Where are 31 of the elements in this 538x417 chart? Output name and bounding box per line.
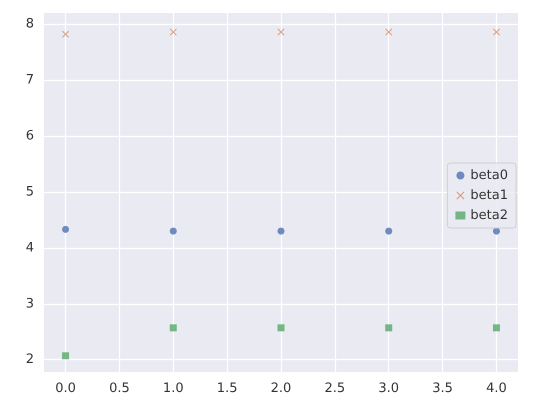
y-tick-label: 6 [26,128,34,144]
x-tick-label: 1.0 [162,381,184,396]
point [492,324,500,332]
point [278,28,284,36]
point [385,324,392,332]
x-tick-label: 4.0 [486,381,507,396]
y-tick-label: 3 [26,296,34,312]
point [278,324,284,332]
legend-label: beta0 [470,168,508,183]
y-tick-label: 5 [26,184,34,200]
x-tick-label: 2.0 [270,381,292,396]
point [278,228,284,235]
point [62,226,70,233]
x-tick-label: 2.5 [324,381,346,396]
point [170,228,177,235]
y-tick-label: 4 [26,240,34,256]
legend-label: beta2 [470,208,508,223]
y-tick-label: 8 [26,16,34,32]
y-tick-label: 2 [26,352,34,368]
x-tick-label: 3.5 [432,381,453,396]
x-tick-label: 0.0 [55,381,76,396]
point [170,324,177,332]
x-tick-label: 1.5 [216,381,238,396]
x-tick-label: 0.5 [109,381,130,396]
legend-label: beta1 [470,188,508,203]
x-tick-label: 3.0 [378,381,400,396]
point [492,28,500,36]
point [492,228,500,235]
y-tick-label: 7 [26,72,34,88]
point [62,352,70,360]
point [385,228,392,235]
